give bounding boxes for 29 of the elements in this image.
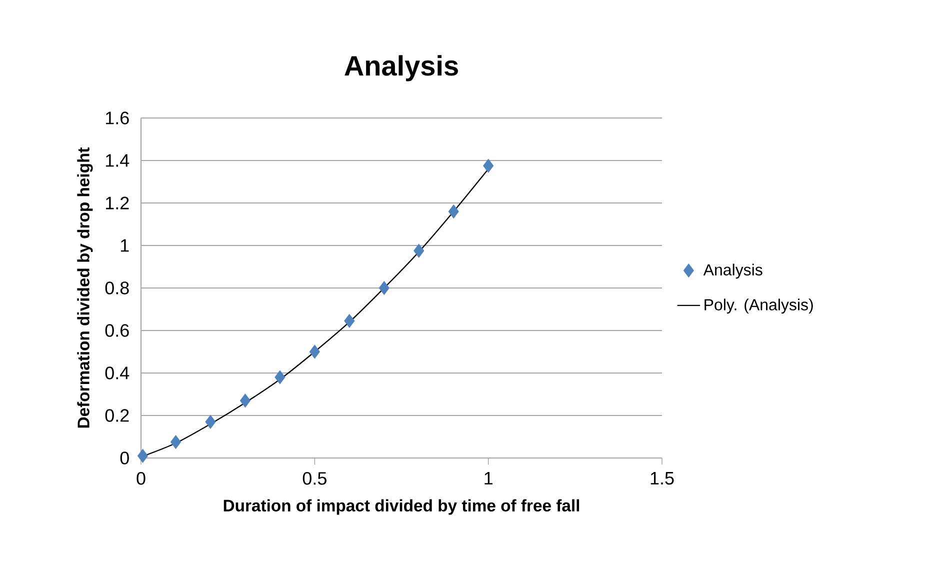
y-tick-label: 0.2 [105,409,129,422]
y-tick-label: 1.6 [106,112,129,124]
y-tick-label: 0.4 [105,366,130,380]
point [309,344,320,359]
point [414,244,424,258]
x-tick-label: 1.5 [650,472,674,485]
point [170,435,182,449]
x-tick-label: 1 [484,472,492,484]
point [274,370,286,384]
point [448,204,459,218]
point [344,314,355,328]
point [137,448,148,463]
point [240,394,250,408]
y-tick-label: 1.4 [106,154,130,167]
legend-label: Analysis [703,264,762,279]
x-tick-label: 0.5 [302,472,326,485]
y-tick-label: 1.2 [106,196,129,210]
y-tick-label: 0.8 [105,282,129,294]
chart-title: Analysis [344,55,458,82]
point [483,158,494,173]
y-tick-label: 0 [120,452,129,464]
point [378,281,390,295]
x-tick-label: 0 [136,472,146,485]
y-tick-label: 0.6 [105,324,129,337]
x-axis-title: Duration of impact divided by time of free fall [224,499,580,515]
y-tick-label: 1 [121,239,129,252]
legend-label: Poly. (Analysis) [704,298,813,314]
y-axis-title: Deformation divided by drop height [77,147,93,428]
point [205,414,216,429]
